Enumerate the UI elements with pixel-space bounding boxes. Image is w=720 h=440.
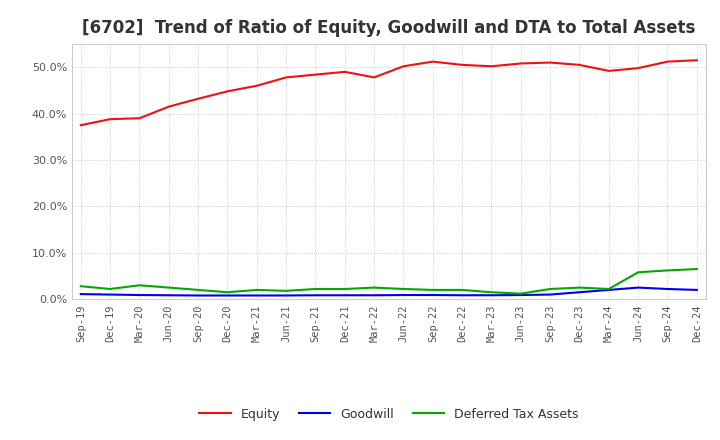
Equity: [311, 72, 320, 77]
Goodwill: [282, 293, 290, 298]
Equity: [634, 66, 642, 71]
Deferred Tax Assets: [399, 286, 408, 292]
Deferred Tax Assets: [575, 285, 584, 290]
Equity: [399, 64, 408, 69]
Deferred Tax Assets: [341, 286, 349, 292]
Goodwill: [516, 293, 525, 298]
Deferred Tax Assets: [605, 286, 613, 292]
Deferred Tax Assets: [693, 266, 701, 271]
Goodwill: [546, 292, 554, 297]
Deferred Tax Assets: [546, 286, 554, 292]
Goodwill: [106, 292, 114, 297]
Equity: [370, 75, 379, 80]
Goodwill: [575, 290, 584, 295]
Deferred Tax Assets: [516, 291, 525, 296]
Goodwill: [341, 293, 349, 298]
Goodwill: [399, 293, 408, 298]
Equity: [76, 123, 85, 128]
Equity: [106, 117, 114, 122]
Deferred Tax Assets: [428, 287, 437, 293]
Deferred Tax Assets: [311, 286, 320, 292]
Goodwill: [164, 293, 173, 298]
Equity: [487, 64, 496, 69]
Goodwill: [605, 287, 613, 293]
Goodwill: [663, 286, 672, 292]
Equity: [516, 61, 525, 66]
Equity: [693, 58, 701, 63]
Goodwill: [194, 293, 202, 298]
Line: Equity: Equity: [81, 60, 697, 125]
Equity: [194, 96, 202, 101]
Line: Deferred Tax Assets: Deferred Tax Assets: [81, 269, 697, 293]
Equity: [575, 62, 584, 67]
Goodwill: [370, 293, 379, 298]
Deferred Tax Assets: [458, 287, 467, 293]
Equity: [546, 60, 554, 65]
Deferred Tax Assets: [634, 270, 642, 275]
Equity: [282, 75, 290, 80]
Deferred Tax Assets: [253, 287, 261, 293]
Deferred Tax Assets: [76, 283, 85, 289]
Goodwill: [135, 293, 144, 298]
Goodwill: [76, 291, 85, 297]
Goodwill: [253, 293, 261, 298]
Equity: [253, 83, 261, 88]
Goodwill: [693, 287, 701, 293]
Goodwill: [487, 293, 496, 298]
Deferred Tax Assets: [282, 288, 290, 293]
Goodwill: [634, 285, 642, 290]
Deferred Tax Assets: [487, 290, 496, 295]
Equity: [605, 68, 613, 73]
Equity: [663, 59, 672, 64]
Legend: Equity, Goodwill, Deferred Tax Assets: Equity, Goodwill, Deferred Tax Assets: [194, 403, 583, 425]
Deferred Tax Assets: [164, 285, 173, 290]
Deferred Tax Assets: [663, 268, 672, 273]
Equity: [341, 69, 349, 74]
Deferred Tax Assets: [194, 287, 202, 293]
Title: [6702]  Trend of Ratio of Equity, Goodwill and DTA to Total Assets: [6702] Trend of Ratio of Equity, Goodwil…: [82, 19, 696, 37]
Deferred Tax Assets: [223, 290, 232, 295]
Goodwill: [223, 293, 232, 298]
Equity: [458, 62, 467, 67]
Equity: [223, 89, 232, 94]
Goodwill: [458, 293, 467, 298]
Line: Goodwill: Goodwill: [81, 288, 697, 296]
Goodwill: [428, 293, 437, 298]
Equity: [428, 59, 437, 64]
Equity: [164, 104, 173, 109]
Deferred Tax Assets: [370, 285, 379, 290]
Equity: [135, 116, 144, 121]
Deferred Tax Assets: [106, 286, 114, 292]
Deferred Tax Assets: [135, 282, 144, 288]
Goodwill: [311, 293, 320, 298]
